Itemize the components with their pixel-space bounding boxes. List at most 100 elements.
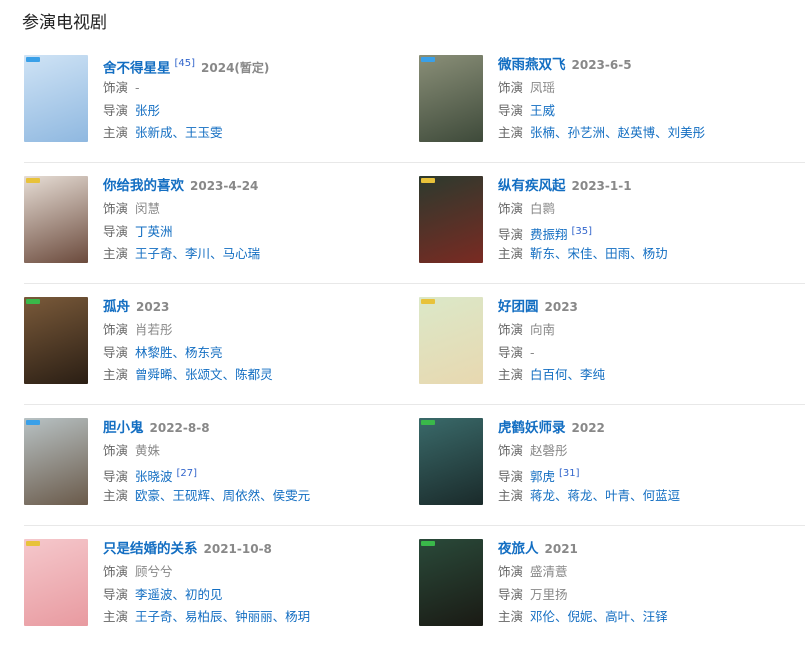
cast-member-link[interactable]: 马心瑞 xyxy=(222,246,261,261)
release-date: 2023-1-1 xyxy=(571,179,632,193)
series-title-link[interactable]: 夜旅人 xyxy=(498,541,539,557)
series-title-link[interactable]: 好团圆 xyxy=(498,299,539,315)
cast-line: 主演 张新成、王玉雯 xyxy=(103,122,269,145)
director-line: 导演 王威 xyxy=(498,100,705,123)
cast-member-link[interactable]: 刘美彤 xyxy=(667,125,706,140)
cast-member-link[interactable]: 陈都灵 xyxy=(235,367,273,382)
separator: 、 xyxy=(592,488,606,503)
cast-member-link[interactable]: 王砚辉 xyxy=(172,488,211,503)
director-link[interactable]: 初的见 xyxy=(185,586,223,602)
series-info: 夜旅人 2021 饰演 盛清薏 导演 万里扬 主演 邓伦、倪妮、高叶、汪铎 xyxy=(498,539,668,629)
role-value: 顾兮兮 xyxy=(135,564,173,579)
cast-member-link[interactable]: 田雨 xyxy=(605,246,631,261)
director-link[interactable]: 李遥波 xyxy=(135,586,173,602)
cast-member-link[interactable]: 张颂文 xyxy=(185,367,223,382)
series-poster[interactable] xyxy=(24,176,88,263)
role-label: 饰演 xyxy=(103,443,129,458)
series-title-link[interactable]: 胆小鬼 xyxy=(103,420,144,436)
cast-member-link[interactable]: 王玉雯 xyxy=(185,125,223,140)
separator: 、 xyxy=(555,125,568,140)
cast-member-link[interactable]: 高叶 xyxy=(605,609,631,624)
cast-member-link[interactable]: 邓伦 xyxy=(530,609,556,624)
citation-link[interactable]: [35] xyxy=(571,225,593,237)
director-link[interactable]: 张晓波 xyxy=(135,468,173,484)
citation-link[interactable]: [45] xyxy=(174,58,196,69)
role-label: 饰演 xyxy=(103,80,129,95)
cast-label: 主演 xyxy=(103,609,129,624)
cast-member-link[interactable]: 钟丽丽 xyxy=(235,609,273,624)
role-line: 饰演 赵磬彤 xyxy=(498,440,680,463)
role-label: 饰演 xyxy=(498,322,524,337)
series-title-link[interactable]: 孤舟 xyxy=(103,299,130,315)
series-info: 舍不得星星 [45] 2024(暂定) 饰演 - 导演 张彤 主演 张新成、王玉雯 xyxy=(103,55,269,145)
director-link[interactable]: 费振翔 xyxy=(530,226,568,242)
role-label: 饰演 xyxy=(498,564,524,579)
series-item: 孤舟 2023 饰演 肖若彤 导演 林黎胜、杨东亮 主演 曾舜晞、张颂文、陈都灵 xyxy=(24,297,404,397)
series-poster[interactable] xyxy=(419,176,483,263)
cast-member-link[interactable]: 倪妮 xyxy=(567,609,593,624)
director-link[interactable]: 张彤 xyxy=(135,102,161,118)
cast-member-link[interactable]: 宋佳 xyxy=(567,246,593,261)
cast-member-link[interactable]: 叶青 xyxy=(605,488,631,503)
cast-member-link[interactable]: 王子奇 xyxy=(135,609,173,624)
cast-member-link[interactable]: 侯雯元 xyxy=(272,488,311,503)
role-line: 饰演 闵慧 xyxy=(103,198,260,221)
series-poster[interactable] xyxy=(419,539,483,626)
series-poster[interactable] xyxy=(24,539,88,626)
series-title-link[interactable]: 只是结婚的关系 xyxy=(103,541,198,557)
cast-member-link[interactable]: 孙艺洲 xyxy=(567,125,606,140)
cast-member-link[interactable]: 蒋龙 xyxy=(567,488,593,503)
cast-label: 主演 xyxy=(498,246,524,261)
series-title-link[interactable]: 纵有疾风起 xyxy=(498,178,566,194)
separator: 、 xyxy=(172,367,186,382)
platform-badge-icon xyxy=(421,299,435,304)
role-line: 饰演 盛清薏 xyxy=(498,561,668,584)
director-link[interactable]: 林黎胜 xyxy=(135,344,173,360)
cast-member-link[interactable]: 蒋龙 xyxy=(530,488,556,503)
director-link[interactable]: 杨东亮 xyxy=(185,344,223,360)
series-title-link[interactable]: 虎鹤妖师录 xyxy=(498,420,566,436)
series-poster[interactable] xyxy=(419,418,483,505)
separator: 、 xyxy=(172,586,186,602)
citation-link[interactable]: [27] xyxy=(176,467,198,479)
series-info: 好团圆 2023 饰演 向南 导演 - 主演 白百何、李纯 xyxy=(498,297,605,387)
cast-member-link[interactable]: 何蓝逗 xyxy=(642,488,681,503)
series-title-link[interactable]: 微雨燕双飞 xyxy=(498,57,566,73)
cast-member-link[interactable]: 曾舜晞 xyxy=(135,367,173,382)
series-item: 微雨燕双飞 2023-6-5 饰演 凤瑶 导演 王威 主演 张楠、孙艺洲、赵英博、刘美彤 xyxy=(419,55,799,155)
series-poster[interactable] xyxy=(24,418,88,505)
director-link[interactable]: 郭虎 xyxy=(530,468,556,484)
director-link[interactable]: 王威 xyxy=(530,102,556,118)
cast-label: 主演 xyxy=(103,488,129,503)
series-title-link[interactable]: 舍不得星星 xyxy=(103,60,171,77)
cast-member-link[interactable]: 杨玥 xyxy=(285,609,311,624)
cast-member-link[interactable]: 白百何 xyxy=(530,367,568,382)
cast-member-link[interactable]: 杨玏 xyxy=(642,246,668,261)
role-value: - xyxy=(135,80,140,95)
cast-member-link[interactable]: 赵英博 xyxy=(617,125,656,140)
separator: 、 xyxy=(222,609,236,624)
cast-label: 主演 xyxy=(103,367,129,382)
cast-member-link[interactable]: 李川 xyxy=(185,246,211,261)
series-poster[interactable] xyxy=(24,297,88,384)
cast-member-link[interactable]: 靳东 xyxy=(530,246,556,261)
cast-member-link[interactable]: 易柏辰 xyxy=(185,609,223,624)
separator: 、 xyxy=(222,367,236,382)
series-title-line: 纵有疾风起 2023-1-1 xyxy=(498,176,668,198)
series-poster[interactable] xyxy=(419,297,483,384)
series-item: 只是结婚的关系 2021-10-8 饰演 顾兮兮 导演 李遥波、初的见 主演 王子奇、易柏辰、… xyxy=(24,539,404,639)
cast-member-link[interactable]: 欧豪 xyxy=(135,488,161,503)
cast-member-link[interactable]: 张楠 xyxy=(530,125,556,140)
citation-link[interactable]: [31] xyxy=(559,467,580,479)
series-title-link[interactable]: 你给我的喜欢 xyxy=(103,178,184,194)
series-poster[interactable] xyxy=(24,55,88,142)
cast-member-link[interactable]: 周依然 xyxy=(222,488,261,503)
cast-member-link[interactable]: 汪铎 xyxy=(642,609,668,624)
director-label: 导演 xyxy=(498,102,524,118)
cast-member-link[interactable]: 张新成 xyxy=(135,125,173,140)
series-poster[interactable] xyxy=(419,55,483,142)
cast-member-link[interactable]: 王子奇 xyxy=(135,246,173,261)
director-link[interactable]: 丁英洲 xyxy=(135,223,173,239)
series-info: 只是结婚的关系 2021-10-8 饰演 顾兮兮 导演 李遥波、初的见 主演 王子奇、易柏辰、… xyxy=(103,539,310,629)
cast-member-link[interactable]: 李纯 xyxy=(580,367,606,382)
